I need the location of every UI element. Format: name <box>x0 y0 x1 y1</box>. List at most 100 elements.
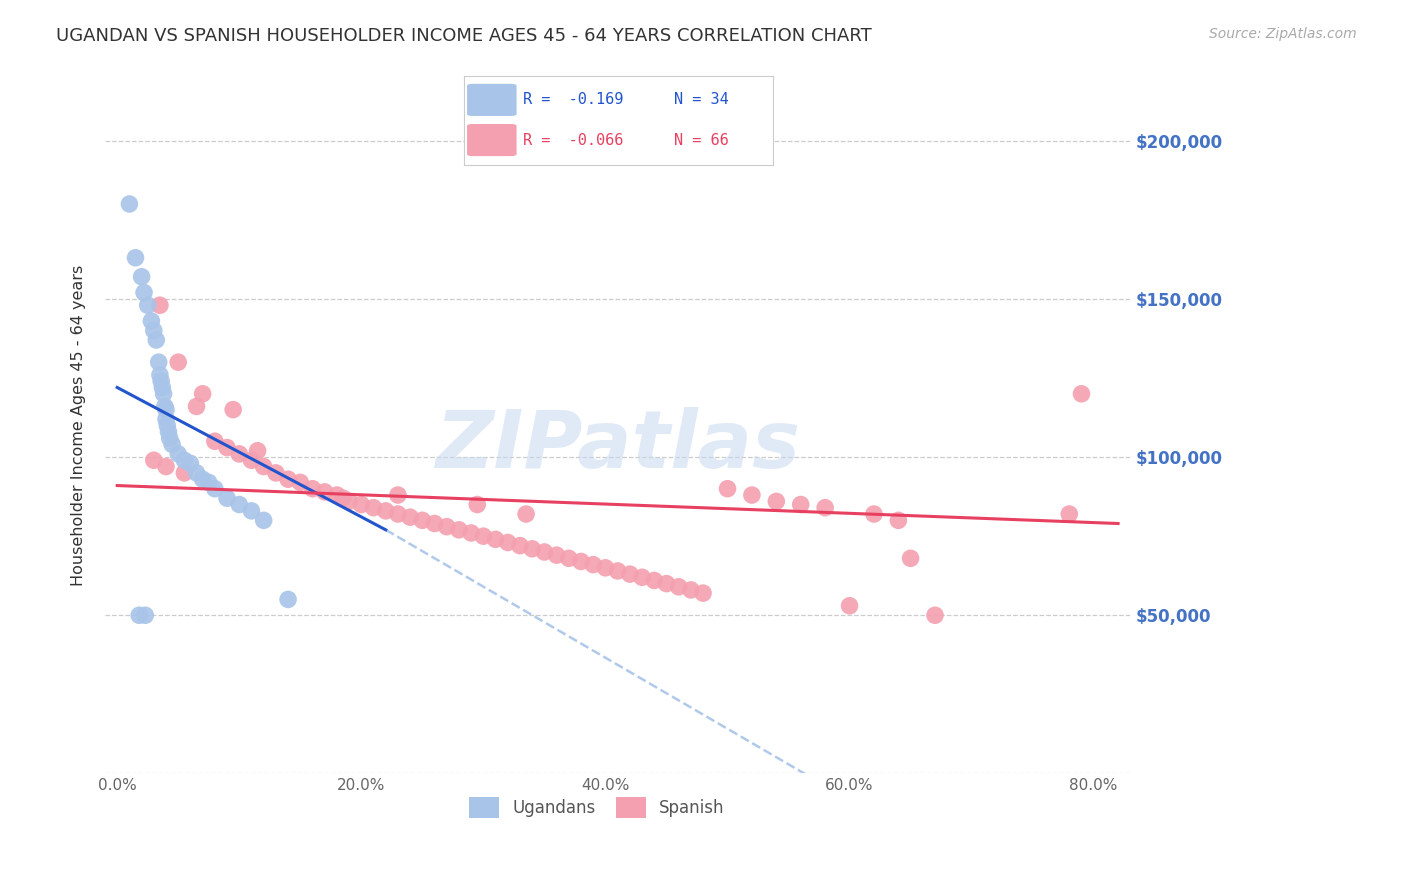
Point <box>314 484 336 499</box>
Point <box>337 494 360 508</box>
Text: R =  -0.066: R = -0.066 <box>523 133 623 147</box>
Point <box>387 488 409 502</box>
Point <box>436 519 458 533</box>
Point <box>515 507 537 521</box>
Point <box>423 516 446 531</box>
Point <box>569 554 592 568</box>
Point <box>496 535 519 549</box>
Point <box>399 510 422 524</box>
Point <box>204 482 226 496</box>
Point <box>277 472 299 486</box>
Point <box>150 374 173 388</box>
Point <box>191 386 214 401</box>
Point <box>332 491 354 506</box>
Point <box>631 570 654 584</box>
Point <box>155 402 177 417</box>
Point <box>692 586 714 600</box>
Point <box>253 459 276 474</box>
Point <box>533 545 555 559</box>
Point <box>447 523 470 537</box>
Point <box>900 551 922 566</box>
Point <box>131 269 153 284</box>
Point <box>240 504 263 518</box>
Point <box>132 285 155 300</box>
Point <box>655 576 678 591</box>
Point <box>290 475 312 490</box>
Text: UGANDAN VS SPANISH HOUSEHOLDER INCOME AGES 45 - 64 YEARS CORRELATION CHART: UGANDAN VS SPANISH HOUSEHOLDER INCOME AG… <box>56 27 872 45</box>
Point <box>582 558 605 572</box>
Point <box>141 314 163 328</box>
Text: N = 34: N = 34 <box>675 93 730 107</box>
Point <box>546 548 568 562</box>
Point <box>668 580 690 594</box>
Point <box>1070 386 1092 401</box>
Point <box>145 333 167 347</box>
Legend: Ugandans, Spanish: Ugandans, Spanish <box>463 790 731 824</box>
Point <box>157 425 180 439</box>
Text: N = 66: N = 66 <box>675 133 730 147</box>
FancyBboxPatch shape <box>467 124 516 156</box>
Point <box>374 504 396 518</box>
Point <box>149 298 172 312</box>
Point <box>350 498 373 512</box>
FancyBboxPatch shape <box>467 84 516 116</box>
Point <box>136 298 159 312</box>
Point <box>153 400 176 414</box>
Point <box>606 564 628 578</box>
Point <box>179 457 201 471</box>
Point <box>159 431 181 445</box>
Point <box>186 466 208 480</box>
Point <box>167 447 190 461</box>
Point <box>411 513 433 527</box>
Point <box>253 513 276 527</box>
Point <box>118 197 141 211</box>
Point <box>148 355 170 369</box>
Point <box>326 488 349 502</box>
Point <box>264 466 287 480</box>
Point <box>863 507 886 521</box>
Point <box>156 418 179 433</box>
Point <box>155 459 177 474</box>
Point <box>522 541 544 556</box>
Point <box>1059 507 1081 521</box>
Text: Source: ZipAtlas.com: Source: ZipAtlas.com <box>1209 27 1357 41</box>
Point <box>619 567 641 582</box>
Point <box>228 498 250 512</box>
Point <box>814 500 837 515</box>
Point <box>887 513 910 527</box>
Point <box>149 368 172 382</box>
Point <box>160 437 183 451</box>
Point <box>191 472 214 486</box>
Point <box>240 453 263 467</box>
Point <box>134 608 156 623</box>
Point <box>186 400 208 414</box>
Point <box>716 482 738 496</box>
Point <box>222 402 245 417</box>
Point <box>460 526 482 541</box>
Point <box>595 561 617 575</box>
Point <box>472 529 495 543</box>
Point <box>124 251 146 265</box>
Point <box>558 551 581 566</box>
Point <box>128 608 150 623</box>
Y-axis label: Householder Income Ages 45 - 64 years: Householder Income Ages 45 - 64 years <box>72 265 86 586</box>
Text: R =  -0.169: R = -0.169 <box>523 93 623 107</box>
Point <box>142 324 165 338</box>
Point <box>150 380 173 394</box>
Point <box>173 453 195 467</box>
Point <box>301 482 323 496</box>
Point <box>643 574 665 588</box>
Point <box>246 443 269 458</box>
Point <box>741 488 763 502</box>
Point <box>215 491 238 506</box>
Point <box>387 507 409 521</box>
Point <box>155 412 177 426</box>
Point <box>152 386 174 401</box>
Point <box>228 447 250 461</box>
Point <box>465 498 488 512</box>
Point <box>765 494 787 508</box>
Point <box>924 608 946 623</box>
Point <box>509 539 531 553</box>
Point <box>197 475 219 490</box>
Text: ZIPatlas: ZIPatlas <box>434 408 800 485</box>
